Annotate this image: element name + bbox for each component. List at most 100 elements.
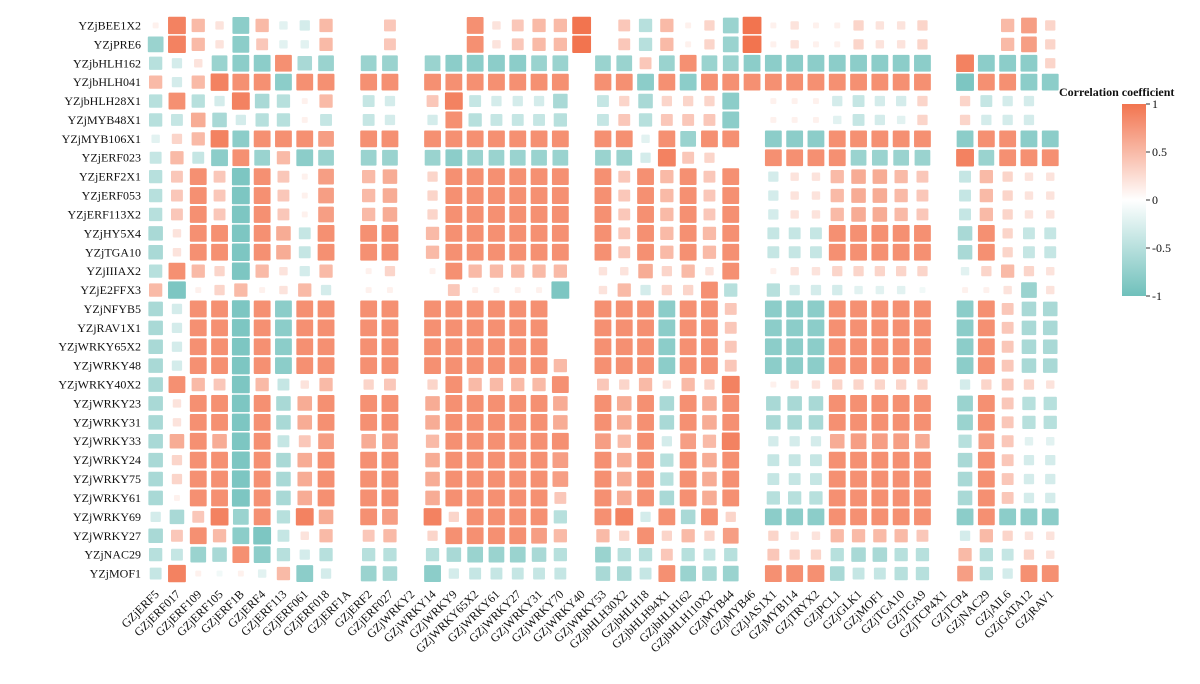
heatmap-cell	[318, 433, 334, 450]
heatmap-cell	[811, 191, 821, 200]
heatmap-cell	[701, 319, 718, 337]
heatmap-cell	[851, 547, 866, 562]
heatmap-cell	[832, 266, 843, 277]
heatmap-cell	[553, 359, 567, 373]
row-label: YZjWRKY23	[73, 396, 141, 410]
heatmap-cell	[914, 300, 931, 318]
heatmap-cell	[148, 528, 163, 544]
heatmap-cell	[615, 338, 633, 356]
heatmap-cell	[1001, 454, 1014, 467]
heatmap-cell	[640, 284, 651, 296]
heatmap-cell	[189, 527, 207, 545]
heatmap-cell	[704, 152, 715, 163]
heatmap-cell	[1024, 172, 1034, 181]
heatmap-cell	[317, 470, 335, 488]
heatmap-cell	[171, 473, 183, 485]
heatmap-cell	[722, 187, 740, 204]
heatmap-cell	[812, 98, 819, 105]
heatmap-cell	[553, 415, 568, 430]
heatmap-cell	[320, 568, 332, 579]
heatmap-cell	[767, 548, 780, 561]
heatmap-cell	[318, 168, 334, 185]
heatmap-cell	[509, 224, 527, 242]
heatmap-cell	[894, 566, 908, 581]
heatmap-cell	[770, 41, 777, 48]
heatmap-cell	[768, 209, 779, 220]
heatmap-cell	[530, 451, 548, 469]
heatmap-cell	[615, 130, 633, 148]
heatmap-cell	[492, 40, 501, 49]
heatmap-cell	[213, 170, 226, 183]
heatmap-cell	[279, 21, 288, 30]
heatmap-cell	[616, 452, 632, 468]
heatmap-cell	[296, 130, 314, 148]
heatmap-cell	[957, 565, 973, 582]
heatmap-cell	[958, 434, 972, 448]
heatmap-cell	[148, 452, 163, 468]
heatmap-cell	[828, 130, 846, 148]
heatmap-cell	[189, 224, 207, 242]
heatmap-cell	[1024, 210, 1034, 219]
heatmap-cell	[424, 300, 441, 318]
row-labels: YZjBEE1X2 YZjPRE6 YZjbHLH162 YZjbHLH041 YZjb…	[58, 18, 141, 580]
heatmap-cell	[425, 415, 440, 430]
heatmap-cell	[488, 413, 505, 431]
heatmap-cell	[253, 395, 271, 412]
heatmap-cell	[553, 529, 567, 543]
heatmap-cell	[253, 508, 271, 526]
heatmap-cell	[853, 20, 864, 31]
heatmap-cell	[211, 413, 228, 431]
heatmap-cell	[362, 95, 375, 107]
heatmap-cell	[171, 322, 183, 333]
heatmap-cell	[365, 287, 372, 294]
row-label: YZjWRKY75	[73, 472, 141, 486]
heatmap-cell	[383, 529, 397, 543]
heatmap-cell	[892, 413, 910, 431]
heatmap-cell	[768, 530, 779, 541]
heatmap-cell	[189, 243, 207, 261]
heatmap-cell	[956, 54, 974, 72]
heatmap-cell	[1023, 549, 1035, 560]
heatmap-cell	[255, 18, 269, 33]
heatmap-cell	[764, 300, 782, 318]
heatmap-cell	[871, 338, 889, 356]
heatmap-cell	[360, 451, 378, 469]
heatmap-cell	[231, 167, 250, 186]
heatmap-cell	[488, 489, 505, 507]
heatmap-cell	[211, 319, 228, 337]
heatmap-cell	[914, 395, 931, 412]
heatmap-cell	[445, 206, 463, 223]
heatmap-cells	[147, 16, 1059, 583]
heatmap-cell	[149, 567, 162, 580]
heatmap-cell	[171, 341, 183, 352]
heatmap-cell	[381, 489, 399, 507]
heatmap-cell	[189, 300, 207, 318]
heatmap-cell	[1045, 58, 1056, 69]
heatmap-cell	[701, 338, 718, 356]
heatmap-cell	[681, 529, 695, 543]
heatmap-cell	[425, 396, 440, 411]
heatmap-cell	[850, 338, 867, 356]
heatmap-cell	[1001, 37, 1015, 51]
heatmap-cell	[638, 93, 653, 109]
heatmap-cell	[661, 530, 672, 541]
heatmap-cell	[360, 243, 378, 261]
heatmap-cell	[914, 130, 931, 148]
heatmap-cell	[1023, 227, 1035, 240]
heatmap-cell	[852, 95, 865, 107]
heatmap-cell	[917, 95, 928, 107]
heatmap-cell	[279, 266, 288, 276]
heatmap-cell	[445, 149, 463, 167]
heatmap-cell	[299, 266, 310, 277]
heatmap-cell	[595, 149, 611, 166]
heatmap-cell	[149, 94, 163, 108]
heatmap-cell	[979, 207, 993, 222]
heatmap-cell	[231, 224, 250, 243]
heatmap-cell	[875, 285, 885, 295]
heatmap-cell	[791, 116, 798, 123]
heatmap-cell	[724, 321, 737, 334]
heatmap-cell	[594, 319, 612, 337]
row-label: YZjTGA10	[85, 245, 141, 259]
heatmap-cell	[171, 529, 183, 542]
